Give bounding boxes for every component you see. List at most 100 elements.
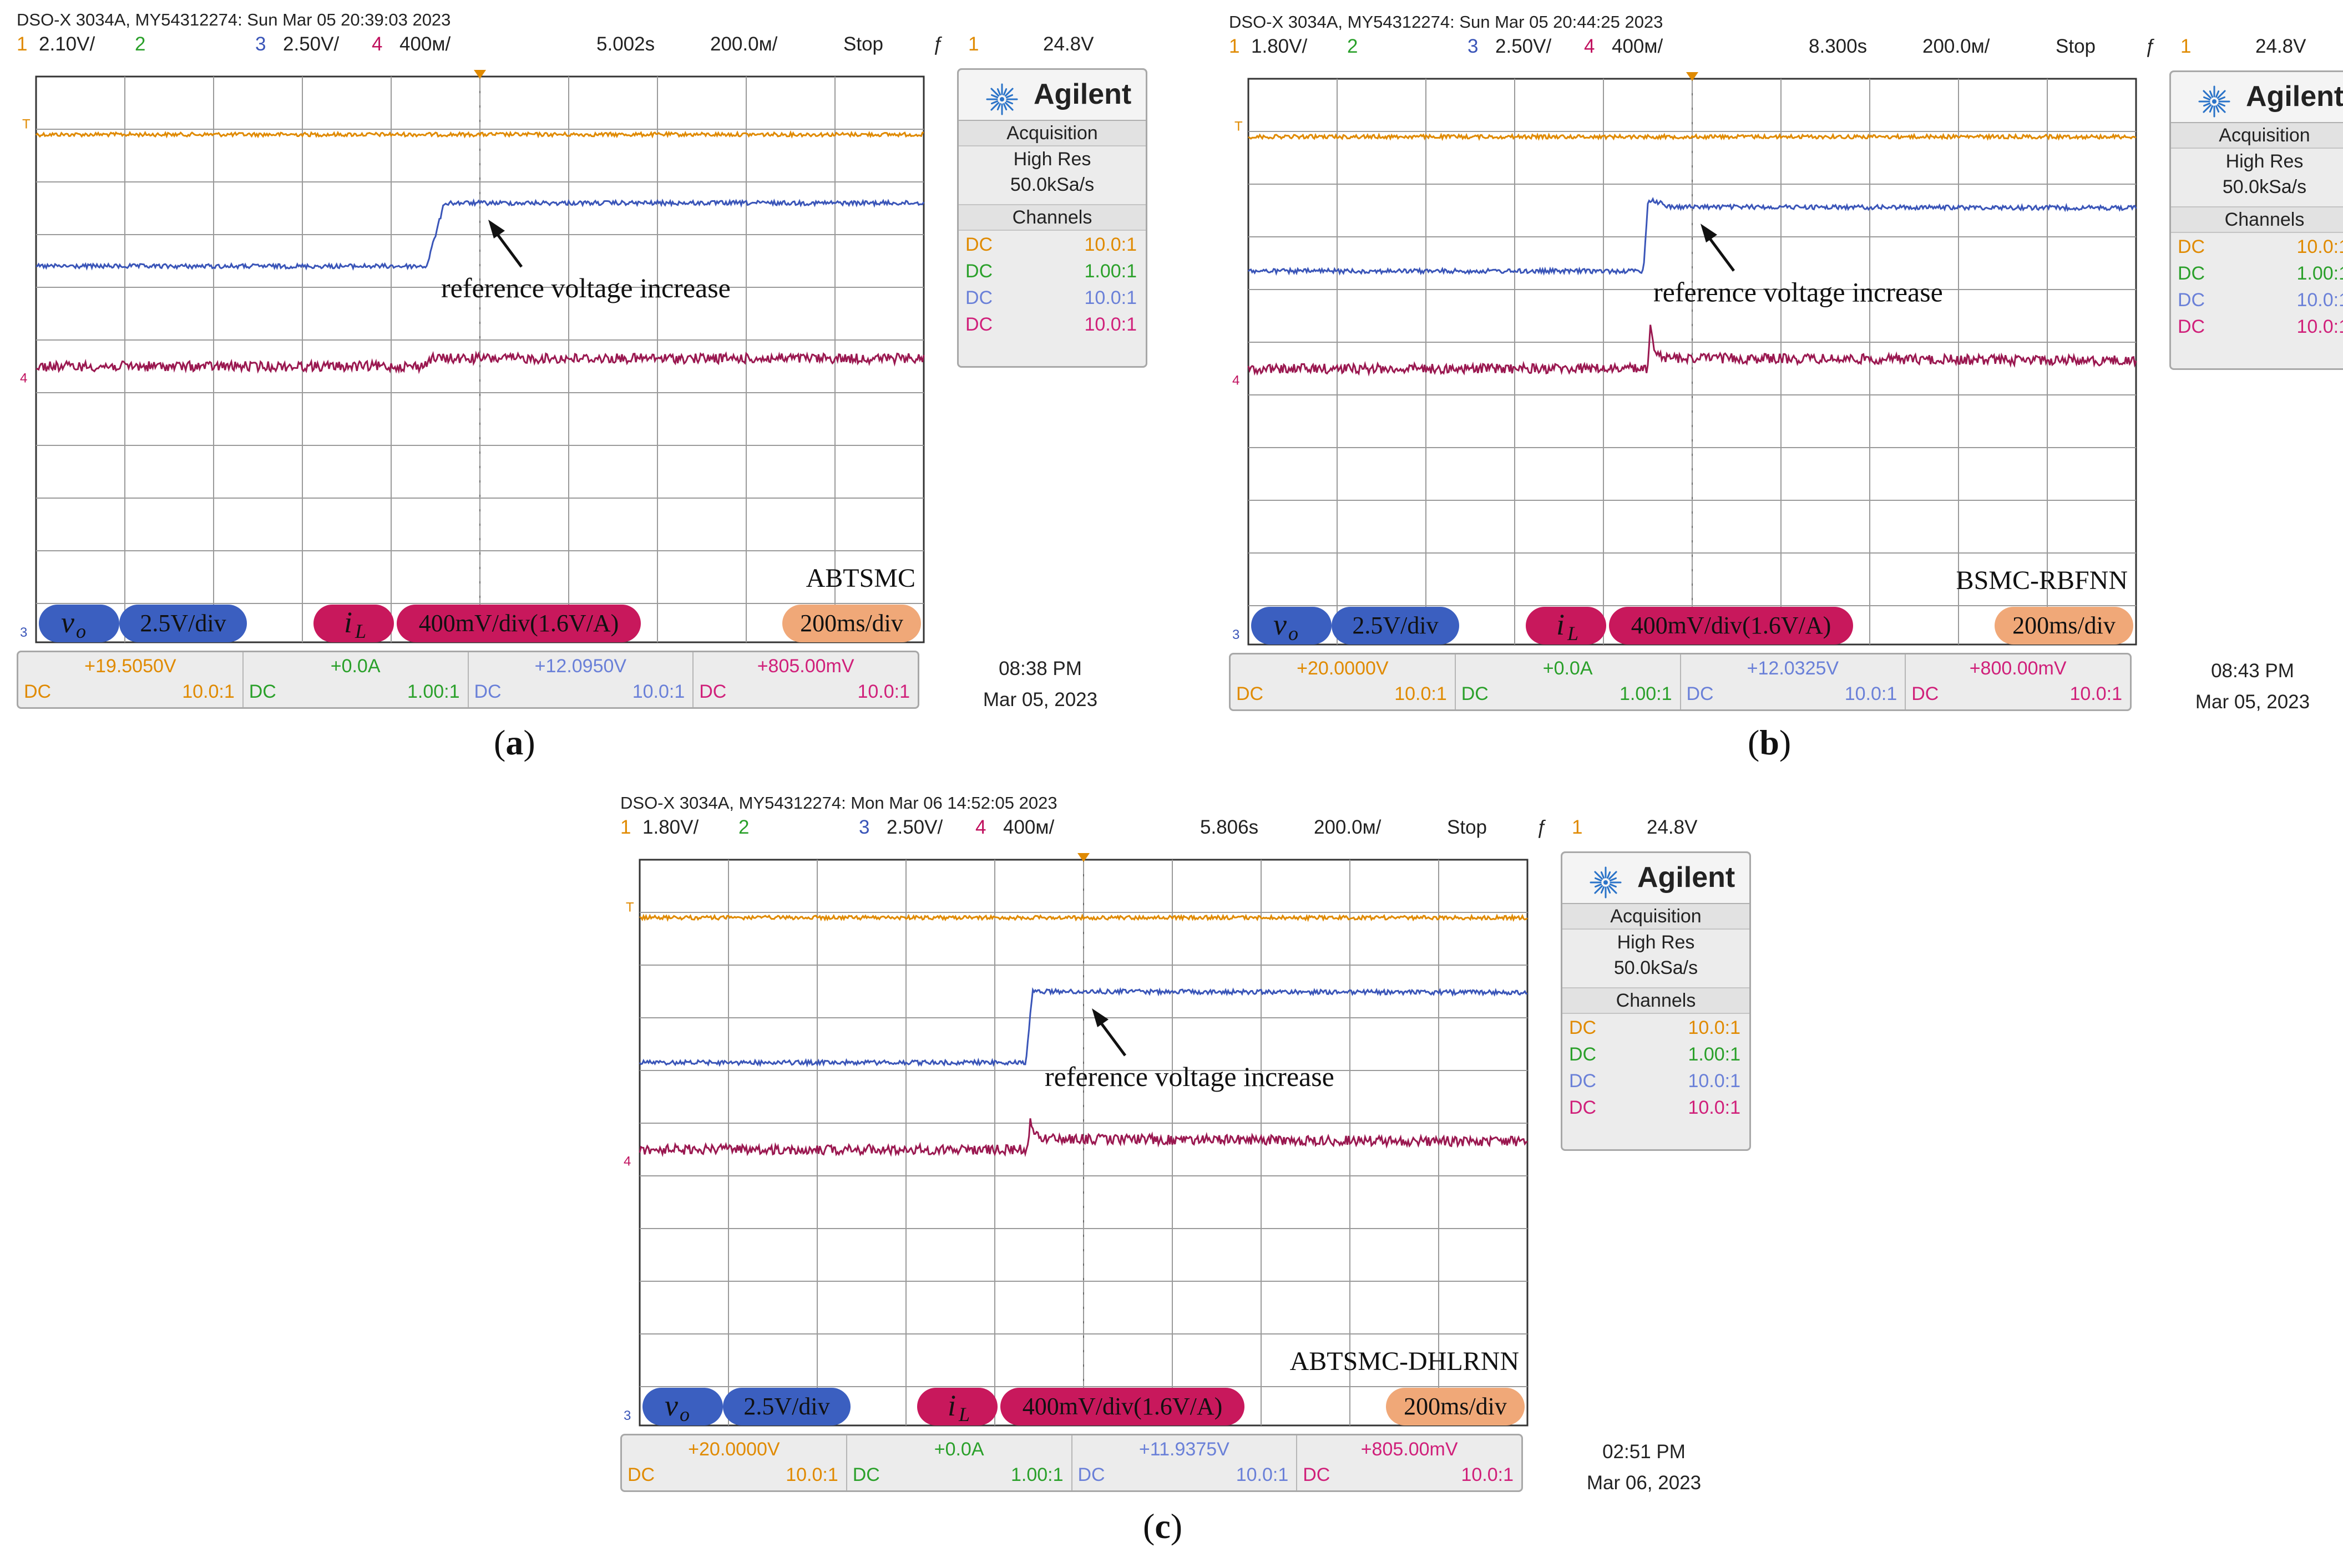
agilent-brand: Agilent [2171,72,2343,123]
delay-readout: 8.300s [1809,35,1868,57]
trigger-icon: ƒ [2144,35,2155,57]
annotation-text: reference voltage increase [1045,1061,1334,1092]
timestamp-date: Mar 06, 2023 [1586,1472,1702,1494]
timestamp-date: Mar 05, 2023 [983,689,1098,711]
method-label: BSMC-RBFNN [1956,566,2128,595]
agilent-info-panel: Agilent Acquisition High Res 50.0kSa/s C… [1561,851,1751,1151]
acquisition-rate: 50.0kSa/s [2222,176,2307,197]
ch3-ground-icon: 3 [624,1408,631,1423]
agilent-brand: Agilent [1562,853,1749,904]
il-scale-pill [397,605,641,642]
trace-il [36,350,925,374]
ch1-scale: 1.80V/ [1251,35,1308,57]
trigger-level: 24.8V [1043,33,1094,55]
scope-header: DSO-X 3034A, MY54312274: Mon Mar 06 14:5… [620,793,1057,813]
trigger-level-icon: T [626,900,634,915]
ch3-num: 3 [255,33,266,55]
timebase-readout: 200.0ᴍ/ [1922,35,1990,57]
oscilloscope-plot: T 4 3 reference voltage increase BSMC-RBFNN v… [1232,72,2137,646]
method-label: ABTSMC-DHLRNN [1290,1347,1519,1376]
vo-scale: 2.5V/div [140,610,226,637]
timebase-readout: 200.0ᴍ/ [710,33,778,55]
ch3-num: 3 [859,816,870,838]
agilent-spark-icon [986,83,1018,115]
ch1-num: 1 [620,816,631,838]
ch2-num: 2 [738,816,750,838]
measurement-ch4: +805.00mV DC 10.0:1 [1303,1439,1514,1485]
delay-readout: 5.002s [596,33,655,55]
trigger-icon: ƒ [1536,816,1547,838]
run-state: Stop [843,33,883,55]
channels-label: Channels [2171,206,2343,233]
ch3-scale: 2.50V/ [1495,35,1552,57]
ch3-scale: 2.50V/ [887,816,943,838]
channels-label: Channels [1562,987,1749,1014]
il-symbol: i [344,606,352,639]
timestamp-date: Mar 05, 2023 [2195,691,2310,713]
trigger-channel: 1 [1572,816,1583,838]
ch4-num: 4 [975,816,986,838]
measurement-ch1: +19.5050V DC 10.0:1 [18,652,244,707]
agilent-brand-name: Agilent [1637,861,1735,894]
timestamp-time: 08:38 PM [999,658,1082,679]
time-scale-pill [1995,607,2133,645]
plot-area: T 4 3 reference voltage increase ABTSMC-DHLR… [620,844,1547,1435]
vo-symbol: v [1273,608,1287,641]
vo-scale-pill [1332,607,1459,645]
ch3-ground-icon: 3 [1232,627,1239,642]
trigger-level: 24.8V [1647,816,1698,838]
il-scale: 400mV/div(1.6V/A) [419,610,619,637]
agilent-brand-name: Agilent [1034,78,1132,110]
il-pill [1526,607,1606,645]
il-subscript: L [1567,622,1578,645]
il-scale-pill [1609,607,1853,645]
scope-header: DSO-X 3034A, MY54312274: Sun Mar 05 20:3… [17,10,451,29]
vo-pill [642,1388,723,1425]
trace-vo [639,987,1528,1068]
trace-il [1247,324,2137,377]
annotation-arrowhead-icon [1092,1008,1109,1028]
measurement-ch2: +0.0A DC 1.00:1 [1456,654,1681,709]
il-pill [917,1388,998,1425]
trigger-channel: 1 [968,33,979,55]
ch3-scale: 2.50V/ [283,33,340,55]
trigger-level: 24.8V [2255,35,2306,57]
vo-pill [39,605,119,642]
agilent-brand: Agilent [959,70,1146,121]
measurement-ch2: +0.0A DC 1.00:1 [244,652,469,707]
trigger-marker-icon [1686,72,1698,81]
timestamp: 08:43 PM Mar 05, 2023 [2169,656,2336,718]
vo-subscript: o [680,1403,690,1425]
il-pill [313,605,394,642]
trace-ch1 [35,130,924,139]
annotation-arrowhead-icon [1701,224,1717,243]
acquisition-mode: High Res [1617,932,1695,953]
vo-scale-pill [119,605,247,642]
measurement-bar: +20.0000V DC 10.0:1 +0.0A DC 1.00:1 +12.0325… [1229,653,2132,711]
timebase-readout: 200.0ᴍ/ [1314,816,1381,838]
ch2-num: 2 [1347,35,1358,57]
annotation-text: reference voltage increase [1653,276,1943,307]
plot-area: T 4 3 reference voltage increase ABTSMC v o 2.5… [17,61,943,652]
il-scale-pill [1000,1388,1244,1425]
ch3-num: 3 [1467,35,1479,57]
measurement-ch4: +800.00mV DC 10.0:1 [1911,658,2122,704]
time-scale-pill [782,605,921,642]
acquisition-label: Acquisition [1562,904,1749,930]
trigger-level-icon: T [1234,119,1243,134]
acquisition-label: Acquisition [2171,123,2343,149]
scope-panel: DSO-X 3034A, MY54312274: Sun Mar 05 20:3… [17,10,1160,762]
vo-scale: 2.5V/div [743,1393,829,1420]
delay-readout: 5.806s [1200,816,1259,838]
figure-caption: (a) [494,723,535,762]
agilent-info-panel: Agilent Acquisition High Res 50.0kSa/s C… [957,68,1147,368]
ch1-num: 1 [1229,35,1240,57]
agilent-brand-name: Agilent [2246,80,2343,113]
acquisition-rate: 50.0kSa/s [1010,174,1095,195]
figure-caption: (b) [1748,723,1792,762]
